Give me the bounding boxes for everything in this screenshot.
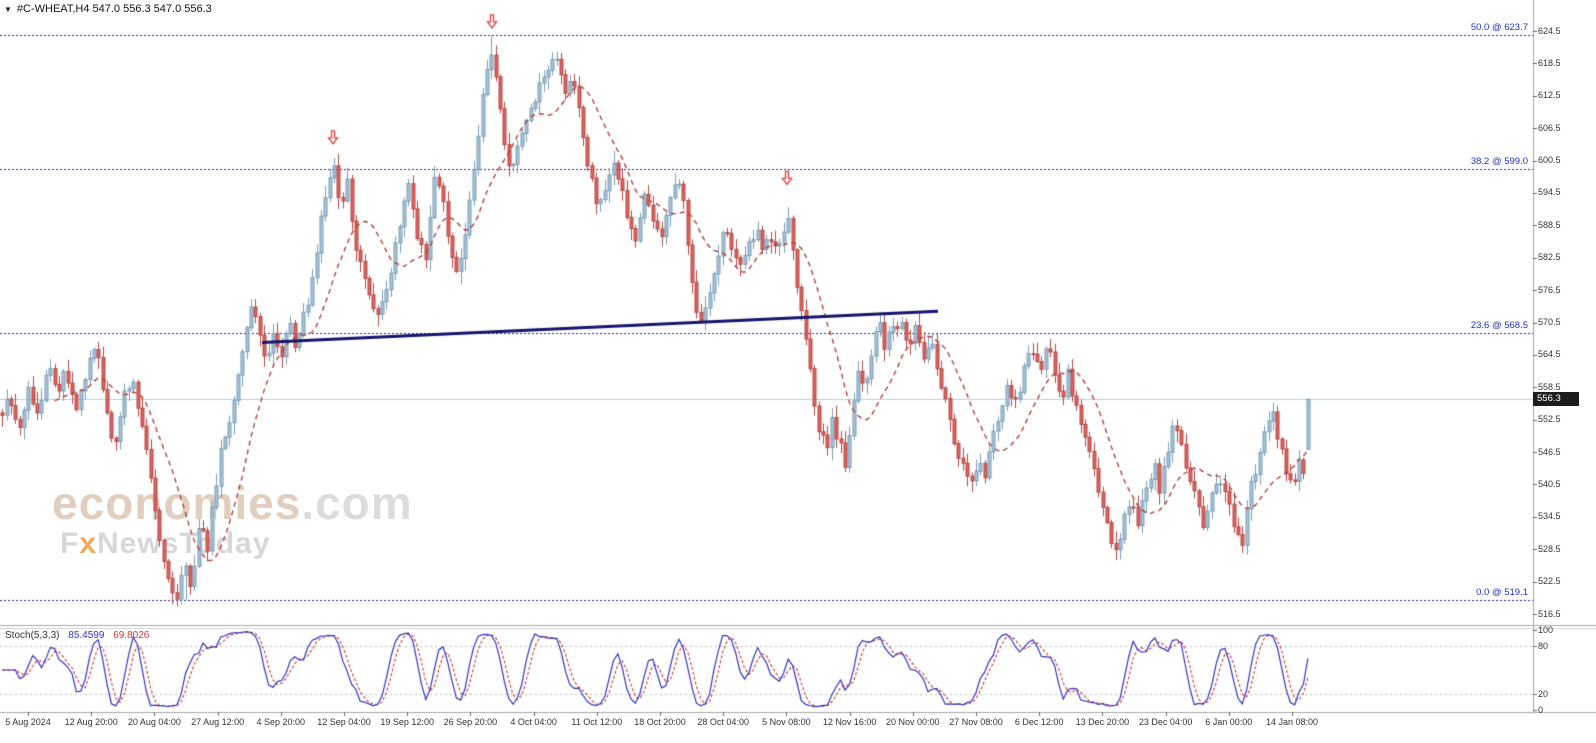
time-axis-label: 13 Dec 20:00 bbox=[1075, 717, 1130, 727]
fib-level-label: 23.6 @ 568.5 bbox=[1470, 320, 1528, 332]
time-axis-label: 23 Dec 04:00 bbox=[1138, 717, 1193, 727]
price-axis-label: 546.5 bbox=[1538, 446, 1561, 457]
time-axis-label: 4 Oct 04:00 bbox=[510, 717, 557, 727]
time-axis-label: 28 Oct 04:00 bbox=[697, 717, 749, 727]
price-axis-label: 576.5 bbox=[1538, 284, 1561, 295]
price-axis-label: 558.5 bbox=[1538, 381, 1561, 392]
price-axis-label: 600.5 bbox=[1538, 155, 1561, 166]
time-axis-label: 19 Sep 12:00 bbox=[380, 717, 434, 727]
stoch-axis-label: 100 bbox=[1538, 625, 1554, 635]
stoch-axis-label: 0 bbox=[1538, 705, 1544, 715]
time-axis-label: 20 Nov 00:00 bbox=[886, 717, 940, 727]
time-axis-label: 5 Aug 2024 bbox=[5, 717, 51, 727]
price-axis-label: 618.5 bbox=[1538, 57, 1561, 68]
price-axis-label: 570.5 bbox=[1538, 317, 1561, 327]
price-axis-label: 624.5 bbox=[1538, 25, 1561, 36]
time-axis-label: 18 Oct 20:00 bbox=[634, 717, 686, 727]
price-axis-label: 606.5 bbox=[1538, 122, 1561, 133]
price-axis-label: 588.5 bbox=[1538, 219, 1561, 230]
time-axis-label: 6 Jan 00:00 bbox=[1205, 717, 1253, 727]
price-axis-label: 594.5 bbox=[1538, 187, 1561, 198]
price-axis-label: 612.5 bbox=[1538, 90, 1561, 101]
price-axis-label: 522.5 bbox=[1538, 576, 1561, 587]
price-axis-label: 552.5 bbox=[1538, 414, 1561, 425]
indicator-label: Stoch(5,3,3) 85.4599 69.8026 bbox=[5, 630, 149, 641]
time-axis-label: 14 Jan 08:00 bbox=[1265, 717, 1319, 727]
time-axis-label: 5 Nov 08:00 bbox=[762, 717, 811, 727]
price-axis-label: 534.5 bbox=[1538, 511, 1561, 522]
symbol-ohlc-text: #C-WHEAT,H4 547.0 556.3 547.0 556.3 bbox=[16, 3, 212, 15]
indicator-value-d: 69.8026 bbox=[113, 630, 150, 641]
time-axis-label: 12 Sep 04:00 bbox=[317, 717, 371, 727]
indicator-value-k: 85.4599 bbox=[68, 630, 105, 641]
time-axis-label: 11 Oct 12:00 bbox=[571, 717, 623, 727]
time-axis-label: 20 Aug 04:00 bbox=[127, 717, 181, 727]
current-price-badge: 556.3 bbox=[1533, 392, 1579, 407]
symbol-dropdown-icon[interactable]: ▼ bbox=[4, 5, 12, 14]
price-axis-label: 528.5 bbox=[1538, 543, 1561, 554]
indicator-name: Stoch(5,3,3) bbox=[5, 630, 60, 641]
price-axis-label: 516.5 bbox=[1538, 608, 1561, 619]
price-axis-label: 564.5 bbox=[1538, 349, 1561, 360]
time-axis-label: 27 Aug 12:00 bbox=[191, 717, 245, 727]
fib-level-label: 50.0 @ 623.7 bbox=[1470, 22, 1528, 34]
stoch-axis-label: 20 bbox=[1538, 689, 1549, 699]
time-axis-label: 6 Dec 12:00 bbox=[1014, 717, 1064, 727]
fib-level-label: 0.0 @ 519.1 bbox=[1476, 586, 1528, 598]
time-axis-label: 12 Aug 20:00 bbox=[64, 717, 118, 727]
fib-level-label: 38.2 @ 599.0 bbox=[1470, 155, 1528, 167]
price-axis-label: 582.5 bbox=[1538, 252, 1561, 263]
symbol-info-bar: ▼ #C-WHEAT,H4 547.0 556.3 547.0 556.3 bbox=[4, 3, 212, 15]
time-axis-label: 26 Sep 20:00 bbox=[443, 717, 498, 727]
price-axis-label: 540.5 bbox=[1538, 478, 1561, 489]
time-axis-label: 27 Nov 08:00 bbox=[949, 717, 1003, 727]
stoch-axis-label: 80 bbox=[1538, 641, 1549, 651]
time-axis-label: 4 Sep 20:00 bbox=[256, 717, 306, 727]
time-axis-label: 12 Nov 16:00 bbox=[822, 717, 877, 727]
